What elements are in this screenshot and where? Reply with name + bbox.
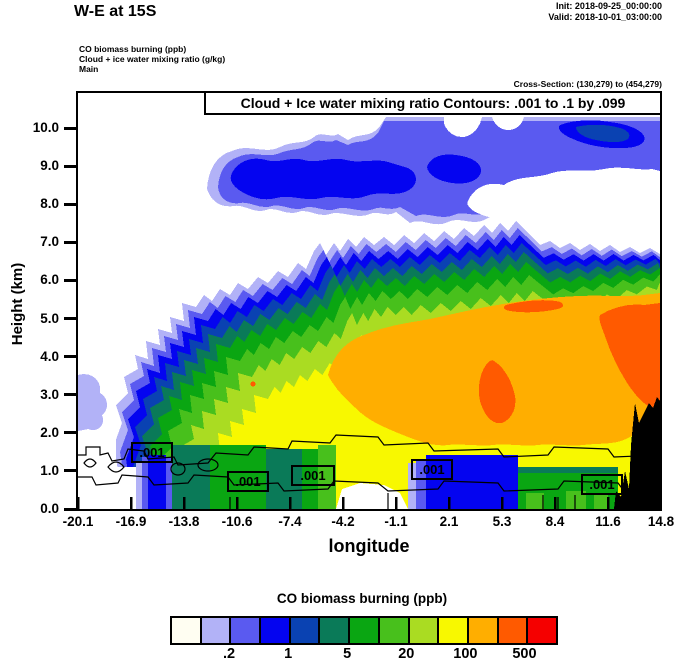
x-tick-label: -20.1 — [62, 514, 94, 529]
colorbar-title: CO biomass burning (ppb) — [276, 591, 448, 606]
colorbar-tick-label: 5 — [343, 646, 352, 662]
y-tick-mark — [64, 240, 77, 244]
colorbar-swatch — [498, 618, 529, 643]
x-tick-label: 11.6 — [595, 514, 621, 529]
contour-value-label: .001 — [581, 474, 623, 495]
x-tick-label: -7.4 — [278, 514, 302, 529]
colorbar-swatch — [261, 618, 291, 643]
x-axis-title: longitude — [328, 536, 410, 556]
cloud-water-contour-lines — [78, 434, 660, 509]
y-tick-mark — [64, 278, 77, 282]
run-times: Init: 2018-09-25_00:00:00 Valid: 2018-10… — [548, 1, 662, 23]
colorbar-tick-label: .2 — [223, 646, 236, 662]
colorbar-swatch — [172, 618, 202, 643]
colorbar-swatch — [201, 618, 232, 643]
x-tick-label: -1.1 — [384, 514, 408, 529]
field-shaded: CO biomass burning (ppb) — [79, 44, 187, 54]
colorbar-tick-label: 500 — [512, 646, 537, 662]
x-tick-label: -13.8 — [168, 514, 200, 529]
y-tick-mark — [64, 164, 77, 168]
colorbar-swatch — [231, 618, 262, 643]
init-time: Init: 2018-09-25_00:00:00 — [555, 1, 662, 11]
y-tick-mark — [64, 202, 77, 206]
y-tick-label: 5.0 — [40, 310, 59, 326]
grid-name: Main — [79, 64, 99, 74]
x-axis-ticks — [78, 497, 660, 509]
y-tick-mark — [64, 317, 77, 320]
colorbar — [170, 616, 558, 645]
y-tick-mark — [64, 126, 77, 130]
field-list: CO biomass burning (ppb) Cloud + ice wat… — [79, 44, 225, 74]
y-tick-mark — [64, 393, 77, 397]
contour-value-label: .001 — [291, 465, 335, 486]
x-tick-label: 14.8 — [647, 514, 674, 529]
contour-field — [78, 93, 660, 509]
y-tick-mark — [64, 431, 77, 435]
field-contoured: Cloud + ice water mixing ratio (g/kg) — [79, 54, 226, 64]
contour-value-label: .001 — [227, 471, 269, 492]
valid-time: Valid: 2018-10-01_03:00:00 — [548, 12, 662, 22]
y-tick-label: 4.0 — [40, 348, 59, 364]
x-tick-label: -10.6 — [221, 514, 253, 529]
cross-section-info: Cross-Section: (130,279) to (454,279) — [513, 79, 662, 89]
colorbar-swatch — [290, 618, 321, 643]
colorbar-swatch — [439, 618, 469, 643]
y-tick-label: 3.0 — [40, 386, 59, 402]
y-tick-label: 8.0 — [40, 196, 59, 212]
colorbar-swatch — [350, 618, 380, 643]
terrain-silhouette — [614, 397, 660, 509]
contour-note-box: Cloud + Ice water mixing ratio Contours:… — [204, 93, 660, 115]
y-tick-mark — [64, 507, 77, 511]
y-tick-label: 6.0 — [40, 272, 59, 288]
colorbar-swatch — [468, 618, 499, 643]
x-tick-label: -16.9 — [115, 514, 147, 529]
colorbar-tick-label: 1 — [284, 646, 293, 662]
x-tick-label: 8.4 — [545, 514, 565, 529]
colorbar-tick-label: 100 — [453, 646, 478, 662]
contour-value-label: .001 — [131, 442, 173, 463]
boundary-layer-strip — [78, 374, 618, 509]
plot-area: Cloud + Ice water mixing ratio Contours:… — [76, 91, 662, 511]
y-tick-label: 0.0 — [40, 501, 59, 516]
colorbar-swatch — [528, 618, 556, 643]
x-tick-label: -4.2 — [331, 514, 355, 529]
y-tick-mark — [64, 469, 77, 473]
y-tick-label: 9.0 — [40, 158, 59, 174]
colorbar-swatch — [409, 618, 440, 643]
y-tick-label: 7.0 — [40, 234, 59, 250]
contour-value-label: .001 — [411, 459, 453, 480]
colorbar-swatch — [320, 618, 351, 643]
x-tick-label: 5.3 — [492, 514, 512, 529]
page-title: W-E at 15S — [74, 3, 157, 20]
y-tick-label: 1.0 — [40, 462, 59, 478]
y-tick-label: 10.0 — [32, 120, 59, 135]
colorbar-tick-label: 20 — [398, 646, 415, 662]
colorbar-swatch — [379, 618, 410, 643]
plume-core-orange — [250, 293, 660, 446]
x-tick-label: 2.1 — [439, 514, 459, 529]
y-tick-label: 2.0 — [40, 424, 59, 440]
upper-cloud-band — [207, 117, 660, 226]
y-tick-mark — [64, 355, 77, 359]
